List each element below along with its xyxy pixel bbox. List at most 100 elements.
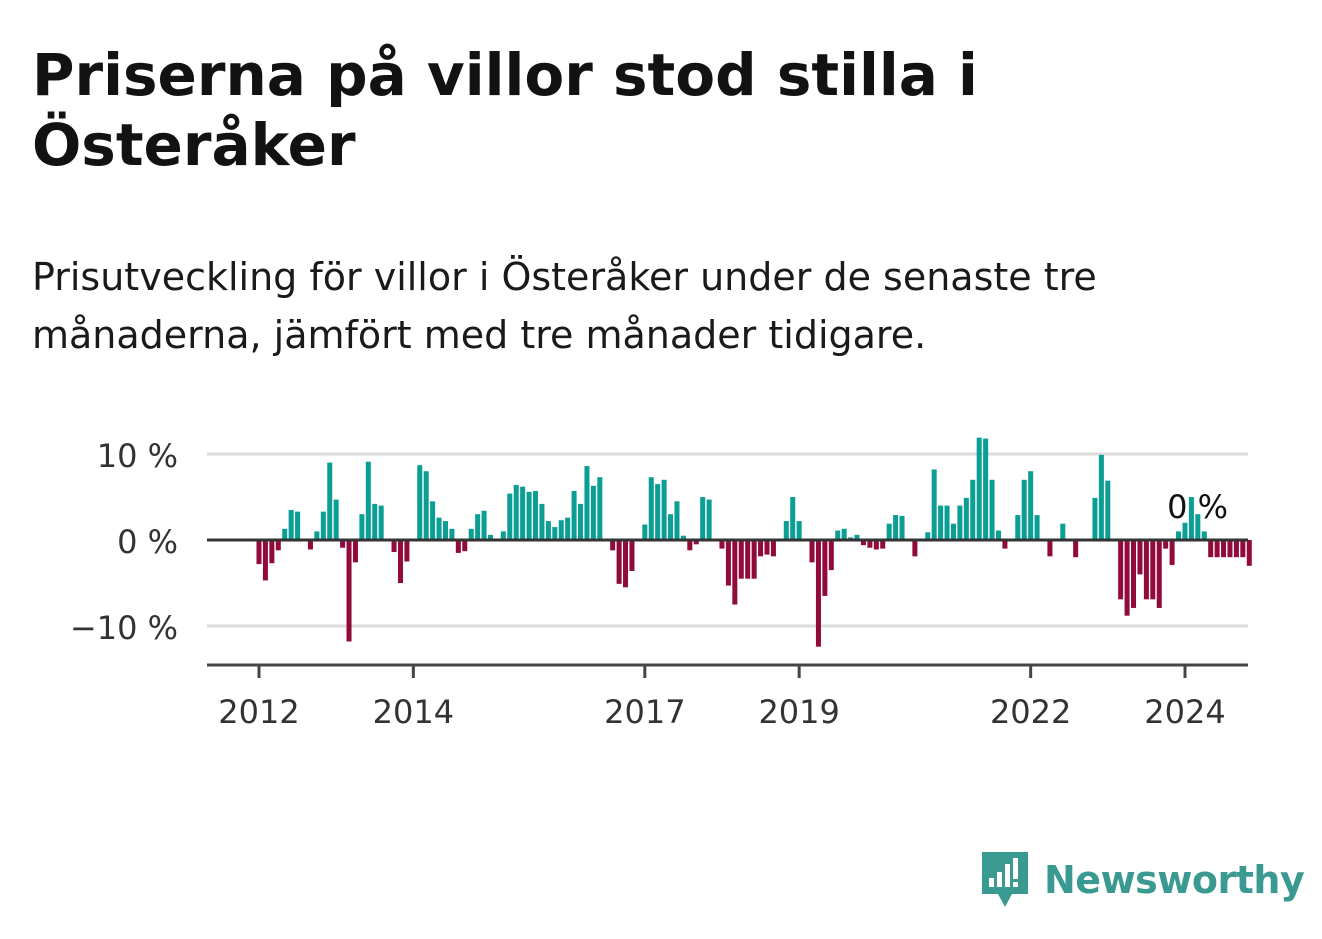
bar-negative [346,540,352,642]
bar-negative [1246,540,1252,566]
x-tick-label: 2017 [604,693,685,731]
bar-positive [783,521,789,540]
bars [256,437,1252,647]
bar-positive [1188,497,1194,540]
bar-negative [764,540,770,555]
bar-positive [944,505,950,540]
bar-negative [1169,540,1175,565]
bar-positive [417,465,423,540]
bar-negative [822,540,828,596]
bar-positive [1098,454,1104,540]
bar-negative [867,540,873,548]
bar-negative [1163,540,1169,549]
bar-chart: 10 % 0 % −10 % 2012 2014 2017 2019 2022 2024 0 % [70,437,1252,731]
axes [207,538,1248,678]
bar-negative [404,540,410,562]
bar-positive [558,520,564,540]
bar-negative [1240,540,1246,558]
bar-positive [1028,471,1034,540]
bar-negative [1214,540,1220,558]
bar-negative [455,540,461,553]
bar-positive [1034,515,1040,540]
bar-negative [751,540,757,579]
bar-positive [359,514,365,540]
bar-positive [314,531,320,540]
bar-positive [893,515,899,540]
bar-negative [1047,540,1053,557]
bar-positive [378,505,384,540]
bar-positive [963,497,969,540]
bar-negative [912,540,918,557]
bar-positive [835,530,841,540]
bar-positive [565,517,571,540]
bar-negative [1073,540,1079,558]
bar-positive [1060,523,1066,540]
bar-positive [957,505,963,540]
bar-negative [623,540,629,588]
bar-positive [1201,531,1207,540]
bar-positive [288,509,294,540]
bar-negative [770,540,776,557]
bar-negative [262,540,268,581]
bar-positive [481,510,487,540]
bar-positive [674,501,680,540]
bar-negative [307,540,313,550]
bar-negative [269,540,275,564]
bar-negative [462,540,468,552]
bar-negative [352,540,358,563]
bar-positive [430,501,436,540]
bar-negative [1208,540,1214,558]
bar-negative [880,540,886,549]
bar-positive [989,479,995,540]
newsworthy-brand: Newsworthy [980,850,1305,910]
x-tick-label: 2022 [990,693,1071,731]
bar-positive [1182,522,1188,540]
bar-positive [475,514,481,540]
bar-negative [616,540,622,584]
bar-negative [693,540,699,545]
bar-positive [526,491,532,540]
bar-positive [584,466,590,540]
bar-negative [1137,540,1143,575]
bar-positive [899,515,905,540]
bar-negative [828,540,834,571]
bar-negative [809,540,815,563]
bar-positive [578,503,584,540]
bar-negative [256,540,262,565]
bar-negative [1221,540,1227,558]
bar-negative [738,540,744,579]
bar-positive [449,528,455,540]
bar-negative [340,540,346,548]
bar-negative [745,540,751,579]
x-tick-label: 2014 [373,693,454,731]
x-tick-label: 2012 [218,693,299,731]
bar-negative [1156,540,1162,608]
bar-positive [468,528,474,540]
brand-name: Newsworthy [1044,858,1305,902]
bar-positive [1021,479,1027,540]
bar-positive [1015,515,1021,540]
bar-positive [642,524,648,540]
chart-title: Priserna på villor stod stilla i Österåk… [32,41,978,179]
bar-positive [938,505,944,540]
bar-positive [648,477,654,540]
bar-negative [1002,540,1008,549]
bar-negative [1118,540,1124,600]
bar-positive [668,514,674,540]
bar-negative [719,540,725,549]
bar-positive [365,461,371,540]
bar-positive [790,497,796,540]
bar-positive [1105,480,1111,540]
bar-negative [725,540,731,586]
bar-positive [661,479,667,540]
bar-positive [282,528,288,540]
bar-negative [732,540,738,605]
bar-positive [995,530,1001,540]
bar-positive [590,485,596,540]
bar-negative [1150,540,1156,600]
bar-positive [295,511,301,540]
bar-negative [873,540,879,550]
bar-positive [1195,514,1201,540]
bar-positive [680,535,686,540]
bar-positive [597,477,603,540]
